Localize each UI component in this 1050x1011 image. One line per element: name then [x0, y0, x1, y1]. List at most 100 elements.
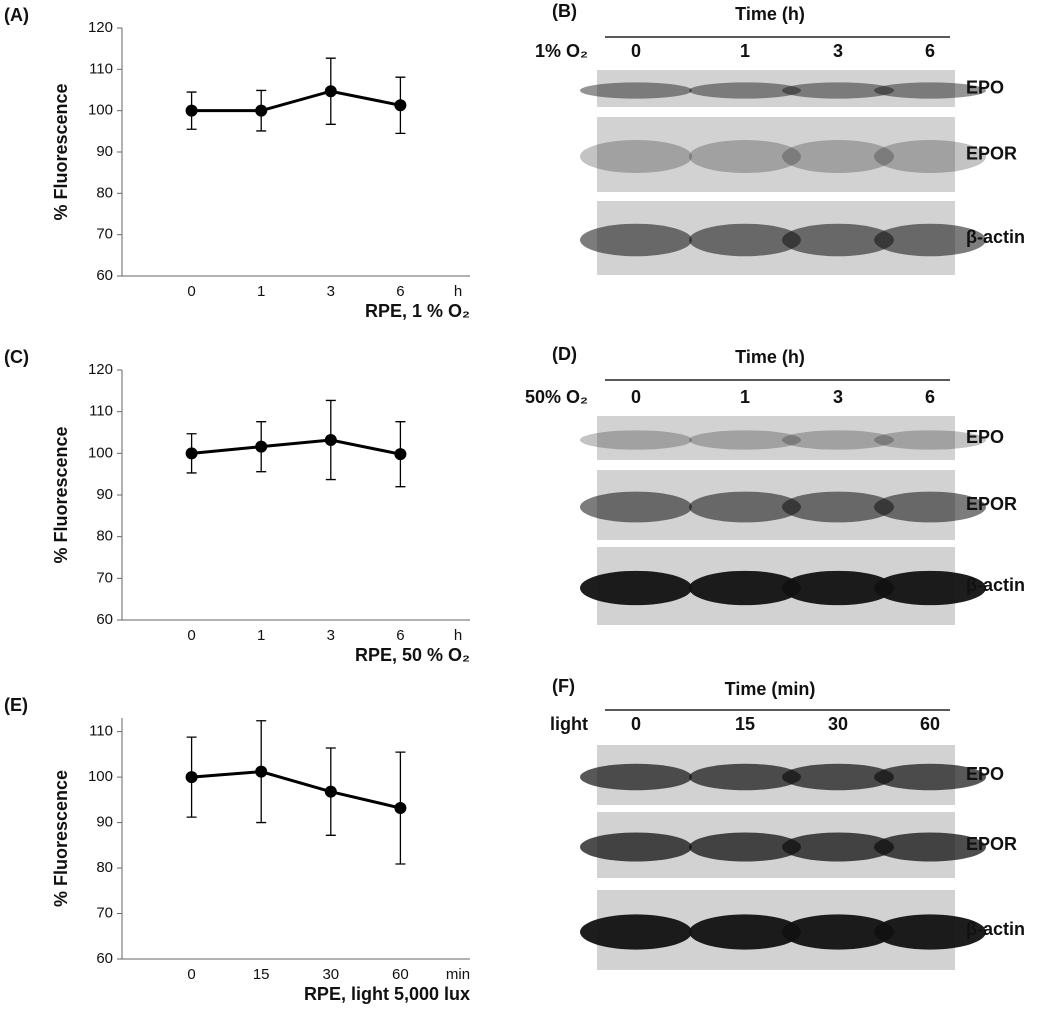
y-tick-label: 100: [88, 102, 113, 119]
data-point: [185, 104, 198, 117]
y-tick-label: 110: [89, 723, 113, 740]
y-tick-label: 110: [89, 403, 113, 420]
blot-strip: [597, 70, 955, 107]
data-point: [394, 99, 407, 112]
y-tick-label: 90: [96, 143, 113, 160]
panel-label: (C): [4, 347, 29, 367]
blot-header: Time (h): [735, 4, 805, 24]
blot-band: [580, 914, 692, 950]
blot-band: [580, 763, 692, 791]
panel-label: (B): [552, 1, 577, 21]
data-point: [255, 440, 268, 453]
blot-band: [782, 832, 894, 862]
blot-band: [689, 430, 801, 450]
y-tick-label: 80: [96, 859, 113, 876]
x-axis-title: RPE, 1 % O₂: [365, 301, 470, 321]
band-label: EPO: [966, 764, 1004, 784]
y-axis-title: % Fluorescence: [51, 770, 71, 907]
blot-band: [580, 82, 692, 99]
blot-band: [580, 832, 692, 862]
y-tick-label: 70: [96, 904, 113, 921]
blot-band: [689, 763, 801, 791]
x-unit: h: [454, 283, 462, 300]
panel-label: (F): [552, 676, 575, 696]
band-label: β-actin: [966, 227, 1025, 247]
panel-label: (E): [4, 695, 28, 715]
data-line: [191, 438, 401, 456]
blot-band: [580, 491, 692, 523]
y-tick-label: 80: [96, 528, 113, 545]
lane-label: 30: [828, 714, 848, 734]
data-line: [191, 89, 401, 113]
blot-band: [782, 223, 894, 257]
y-tick-label: 60: [96, 950, 113, 967]
x-tick-label: 0: [187, 627, 195, 644]
data-line: [191, 770, 401, 810]
data-point: [255, 765, 268, 778]
x-tick-label: 60: [392, 966, 409, 983]
y-tick-label: 110: [89, 60, 113, 77]
x-tick-label: 6: [396, 627, 404, 644]
lane-label: 3: [833, 41, 843, 61]
blot-band: [782, 140, 894, 173]
blot-band: [580, 430, 692, 450]
x-tick-label: 1: [257, 627, 265, 644]
blot-band: [874, 570, 986, 606]
blot-band: [874, 140, 986, 173]
band-label: β-actin: [966, 575, 1025, 595]
y-tick-label: 80: [96, 184, 113, 201]
lane-label: 0: [631, 714, 641, 734]
blot-band: [782, 491, 894, 523]
band-label: β-actin: [966, 919, 1025, 939]
y-tick-label: 120: [88, 19, 113, 36]
blot-band: [782, 763, 894, 791]
lane-label: 1: [740, 387, 750, 407]
data-point: [394, 802, 407, 815]
y-tick-label: 70: [96, 226, 113, 243]
x-tick-label: 3: [327, 627, 335, 644]
x-axis-title: RPE, light 5,000 lux: [304, 984, 470, 1004]
blot-band: [782, 570, 894, 606]
blot-band: [580, 140, 692, 173]
x-tick-label: 3: [327, 283, 335, 300]
y-tick-label: 90: [96, 814, 113, 831]
band-label: EPO: [966, 77, 1004, 97]
band-label: EPOR: [966, 494, 1017, 514]
blot-band: [874, 914, 986, 950]
blot-header: Time (min): [725, 679, 816, 699]
lane-label: 15: [735, 714, 755, 734]
blot-band: [689, 914, 801, 950]
lane-label: 6: [925, 387, 935, 407]
blot-band: [782, 430, 894, 450]
blot-band: [874, 832, 986, 862]
blot-band: [580, 223, 692, 257]
blot-header: Time (h): [735, 347, 805, 367]
x-tick-label: 30: [322, 966, 339, 983]
panel-label: (D): [552, 344, 577, 364]
data-point: [324, 434, 337, 446]
band-label: EPOR: [966, 143, 1017, 163]
lane-label: 6: [925, 41, 935, 61]
x-unit: min: [446, 966, 470, 983]
blot-band: [874, 223, 986, 257]
blot-strip: [597, 416, 955, 460]
x-tick-label: 6: [396, 283, 404, 300]
blot-band: [689, 832, 801, 862]
y-tick-label: 120: [88, 361, 113, 378]
y-tick-label: 100: [88, 768, 113, 785]
band-label: EPO: [966, 427, 1004, 447]
blot-band: [580, 570, 692, 606]
lane-label: 60: [920, 714, 940, 734]
y-axis-title: % Fluorescence: [51, 426, 71, 563]
blot-band: [874, 491, 986, 523]
y-tick-label: 60: [96, 611, 113, 628]
y-tick-label: 70: [96, 569, 113, 586]
lane-label: 1: [740, 41, 750, 61]
blot-band: [689, 82, 801, 99]
x-tick-label: 15: [253, 966, 270, 983]
data-point: [324, 85, 337, 98]
x-tick-label: 1: [257, 283, 265, 300]
data-point: [394, 448, 407, 461]
blot-band: [689, 223, 801, 257]
